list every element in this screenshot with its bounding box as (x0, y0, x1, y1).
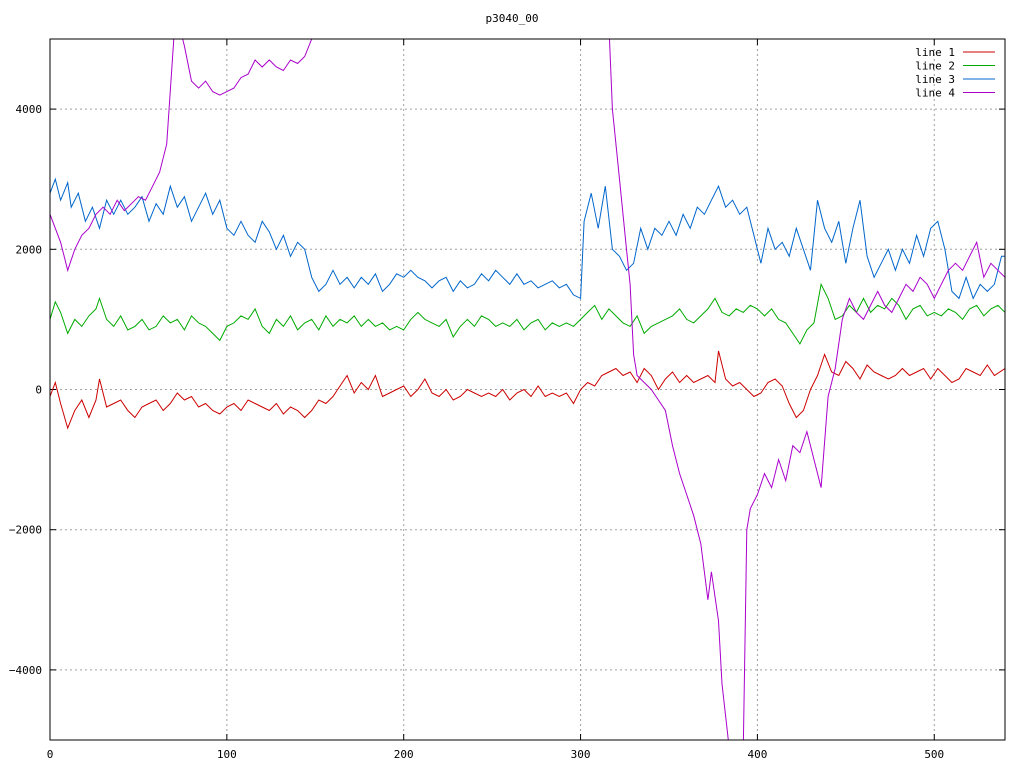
x-tick-label: 300 (571, 748, 591, 761)
y-tick-label: 2000 (16, 243, 43, 256)
y-tick-label: 4000 (16, 103, 43, 116)
plot-frame (49, 38, 1006, 741)
grid (50, 39, 1005, 740)
tick-labels: 0 100 200 300 400 500 −4000 −2000 0 2000 4000 (9, 39, 1005, 761)
series-line-3 (50, 177, 1005, 300)
chart-title: p3040_00 (486, 12, 539, 25)
legend-label-3: line 3 (915, 73, 955, 86)
y-tick-label: −4000 (9, 664, 42, 677)
series-line-2 (50, 282, 1005, 345)
series-line-1 (50, 350, 1005, 430)
y-tick-label: 0 (35, 384, 42, 397)
legend-label-2: line 2 (915, 60, 955, 73)
series-line-4 (50, 39, 1005, 740)
series-lines (50, 39, 1005, 740)
x-tick-label: 200 (394, 748, 414, 761)
x-tick-label: 400 (747, 748, 767, 761)
x-tick-label: 100 (217, 748, 237, 761)
y-tick-label: −2000 (9, 524, 42, 537)
legend-label-4: line 4 (915, 87, 955, 100)
x-tick-label: 500 (924, 748, 944, 761)
legend-label-1: line 1 (915, 46, 955, 59)
x-tick-label: 0 (47, 748, 54, 761)
